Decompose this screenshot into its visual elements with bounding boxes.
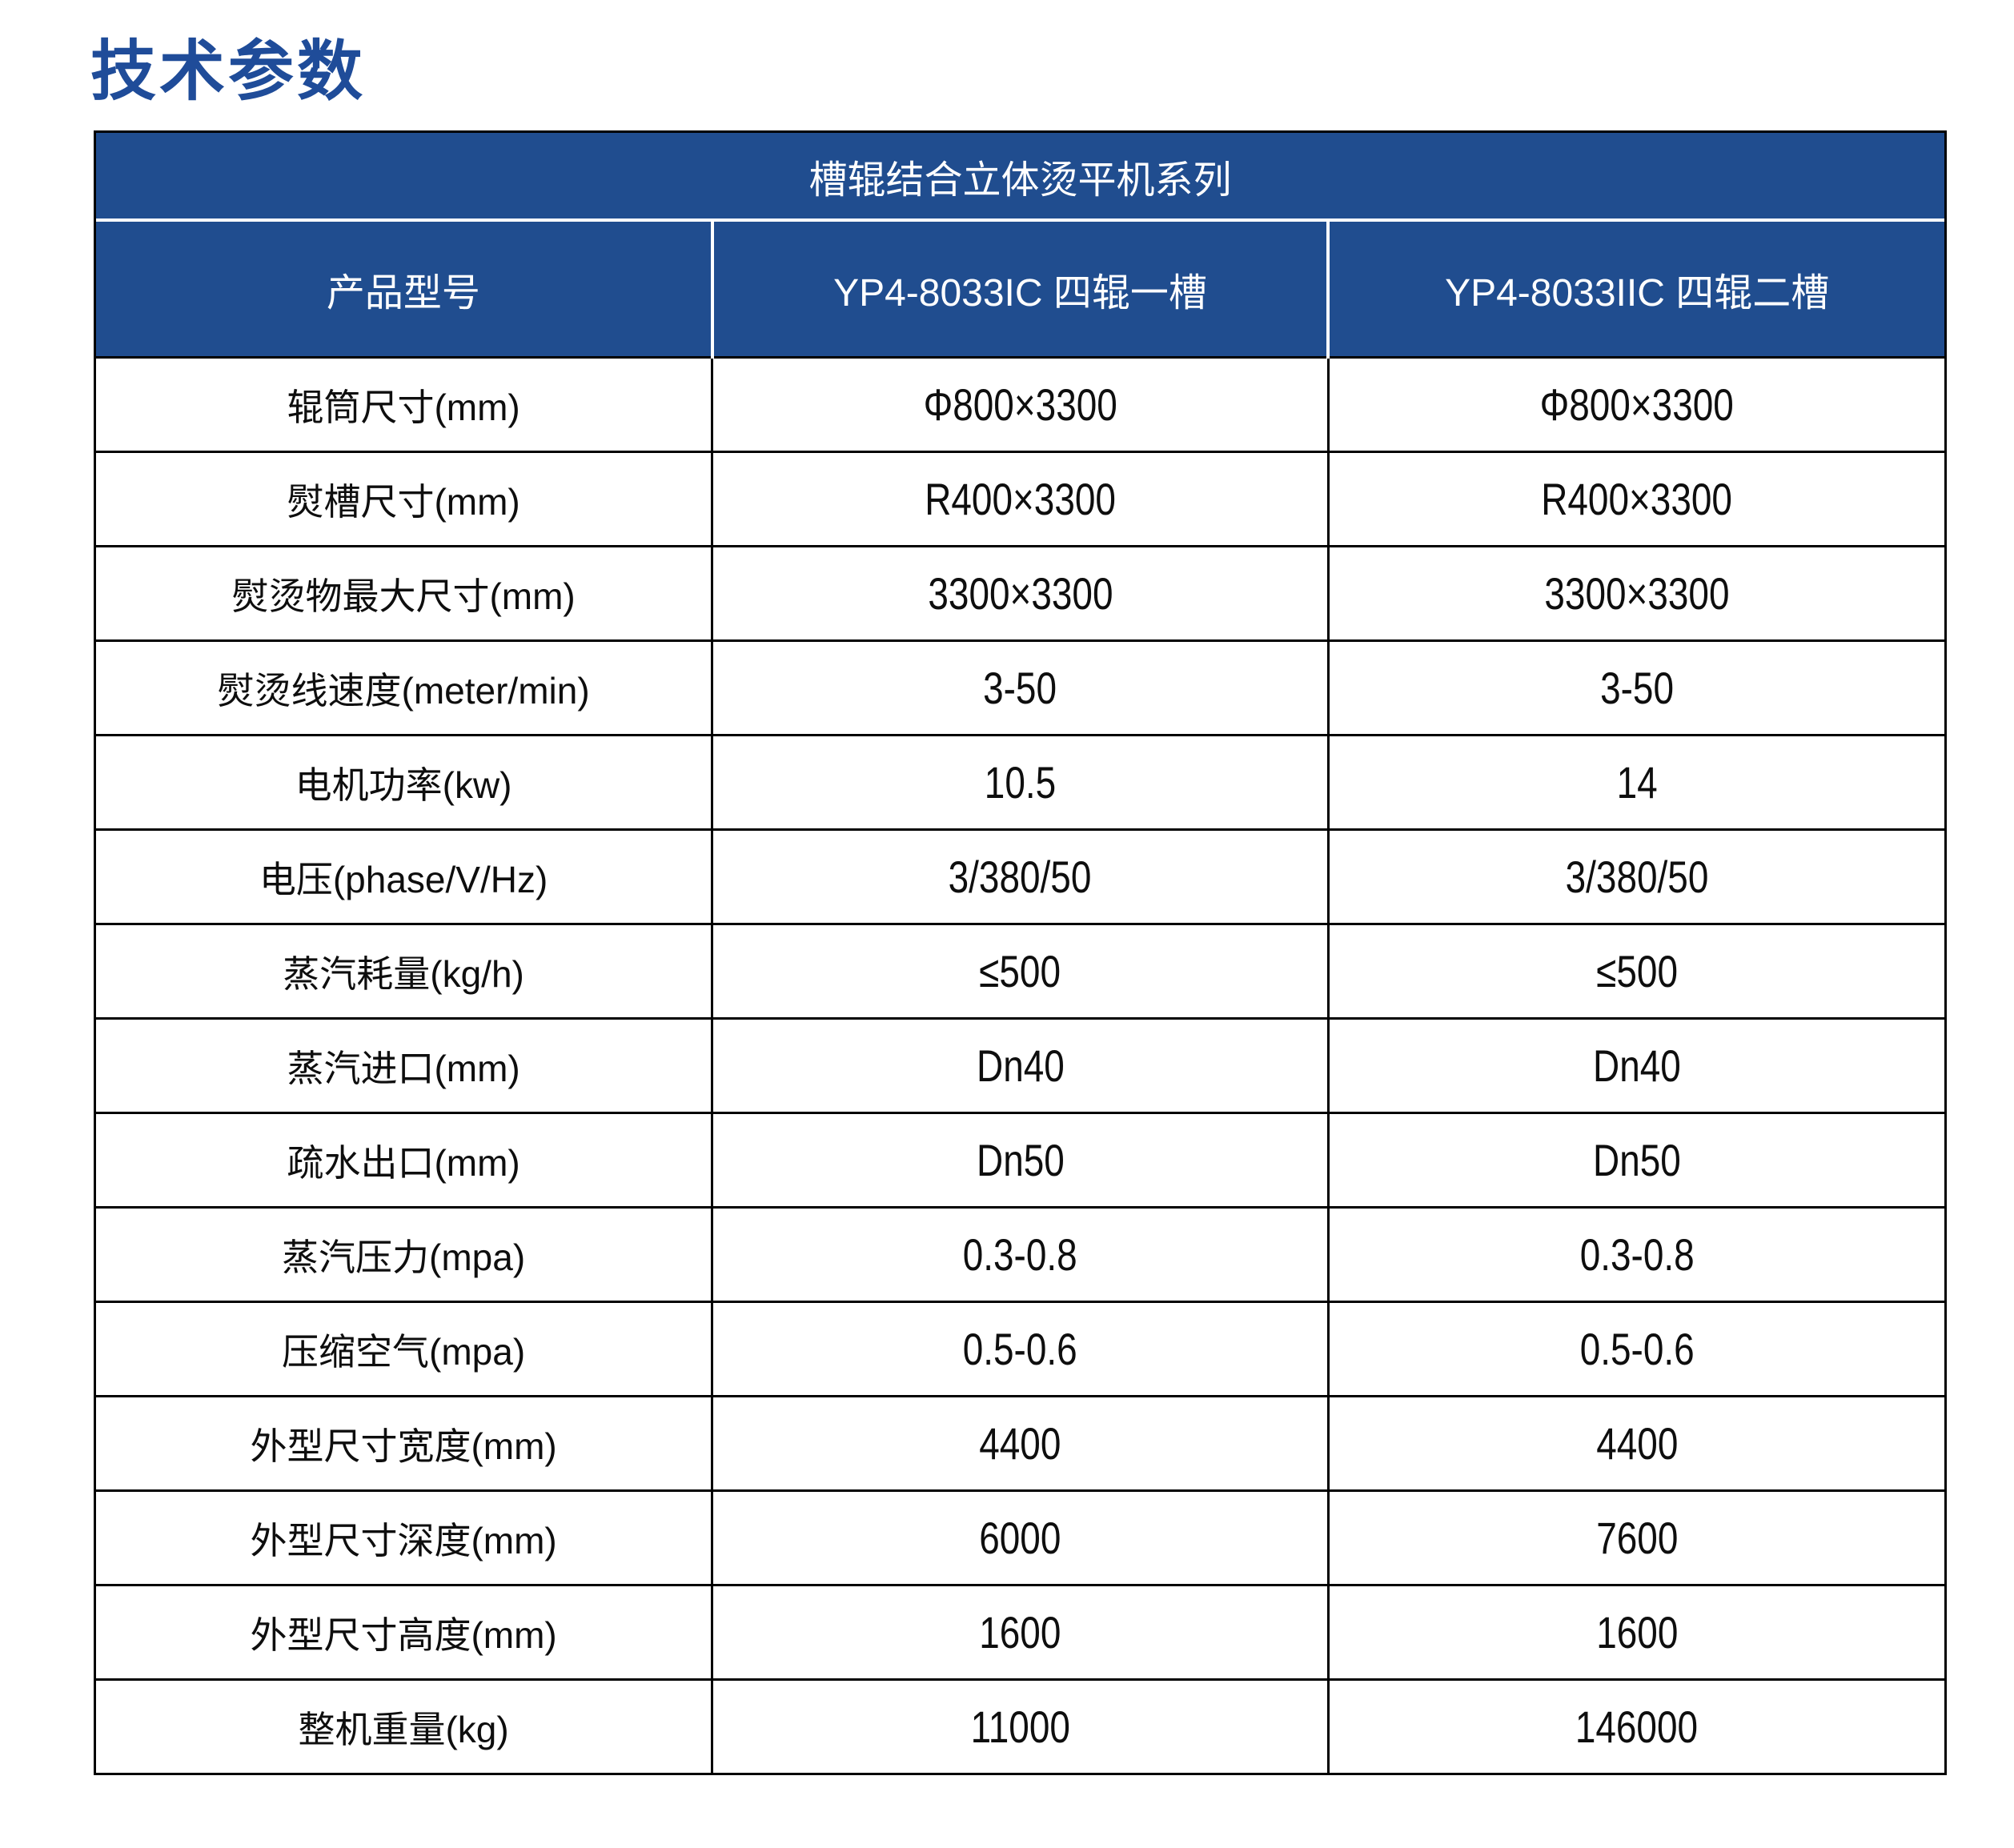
table-row: 辊筒尺寸(mm) Φ800×3300 Φ800×3300 xyxy=(96,356,1944,452)
table-row: 疏水出口(mm) Dn50 Dn50 xyxy=(96,1112,1944,1208)
spec-value-model2: 3300×3300 xyxy=(1544,568,1730,619)
spec-label: 蒸汽压力(mpa) xyxy=(282,1236,526,1278)
spec-value-model1: 0.3-0.8 xyxy=(963,1229,1077,1280)
spec-value-model1: 0.5-0.6 xyxy=(963,1324,1077,1374)
column-header-product-model: 产品型号 xyxy=(96,220,712,358)
spec-value-model1: R400×3300 xyxy=(925,474,1116,524)
spec-label: 外型尺寸宽度(mm) xyxy=(250,1425,557,1467)
spec-label: 辊筒尺寸(mm) xyxy=(287,386,520,428)
table-row: 电压(phase/V/Hz) 3/380/50 3/380/50 xyxy=(96,828,1944,924)
spec-value-model2: 0.5-0.6 xyxy=(1579,1324,1695,1374)
spec-value-model1: 3/380/50 xyxy=(949,852,1092,902)
column-header-model1: YP4-8033IC 四辊一槽 xyxy=(710,220,1329,358)
spec-label: 蒸汽耗量(kg/h) xyxy=(283,952,524,995)
spec-value-model1: 3300×3300 xyxy=(927,568,1113,619)
table-row: 外型尺寸宽度(mm) 4400 4400 xyxy=(96,1395,1944,1491)
spec-value-model2: 146000 xyxy=(1575,1702,1699,1752)
spec-value-model1: 11000 xyxy=(970,1702,1070,1752)
spec-value-model2: ≤500 xyxy=(1595,946,1678,996)
spec-value-model2: 3/380/50 xyxy=(1565,852,1709,902)
spec-value-model1: 1600 xyxy=(979,1607,1061,1658)
spec-label: 电压(phase/V/Hz) xyxy=(259,858,548,900)
spec-value-model2: Dn50 xyxy=(1593,1135,1681,1185)
spec-value-model2: R400×3300 xyxy=(1541,474,1733,524)
spec-label: 整机重量(kg) xyxy=(298,1708,509,1750)
spec-table-container: 槽辊结合立体烫平机系列 产品型号 YP4-8033IC 四辊一槽 YP4-803… xyxy=(94,130,1947,1775)
spec-label: 电机功率(kw) xyxy=(295,764,512,806)
table-row: 外型尺寸深度(mm) 6000 7600 xyxy=(96,1489,1944,1585)
table-row: 熨烫物最大尺寸(mm) 3300×3300 3300×3300 xyxy=(96,545,1944,641)
table-row: 电机功率(kw) 10.5 14 xyxy=(96,734,1944,830)
series-header: 槽辊结合立体烫平机系列 xyxy=(96,133,1944,222)
table-row: 压缩空气(mpa) 0.5-0.6 0.5-0.6 xyxy=(96,1301,1944,1397)
spec-value-model1: Dn40 xyxy=(976,1040,1065,1091)
spec-label: 熨烫线速度(meter/min) xyxy=(217,669,590,712)
spec-label: 熨槽尺寸(mm) xyxy=(287,480,520,523)
table-row: 外型尺寸高度(mm) 1600 1600 xyxy=(96,1584,1944,1680)
spec-value-model1: 6000 xyxy=(979,1513,1061,1563)
table-row: 熨槽尺寸(mm) R400×3300 R400×3300 xyxy=(96,451,1944,547)
series-header-row: 槽辊结合立体烫平机系列 xyxy=(96,133,1944,222)
spec-value-model1: 3-50 xyxy=(983,663,1057,713)
spec-value-model2: 7600 xyxy=(1595,1513,1678,1563)
spec-table: 槽辊结合立体烫平机系列 产品型号 YP4-8033IC 四辊一槽 YP4-803… xyxy=(96,133,1944,1773)
spec-value-model2: Φ800×3300 xyxy=(1539,379,1735,430)
table-row: 蒸汽进口(mm) Dn40 Dn40 xyxy=(96,1017,1944,1113)
table-row: 蒸汽耗量(kg/h) ≤500 ≤500 xyxy=(96,923,1944,1019)
spec-label: 熨烫物最大尺寸(mm) xyxy=(231,575,576,617)
column-header-model2: YP4-8033IIC 四辊二槽 xyxy=(1326,220,1944,358)
spec-value-model1: Dn50 xyxy=(976,1135,1065,1185)
table-row: 蒸汽压力(mpa) 0.3-0.8 0.3-0.8 xyxy=(96,1206,1944,1302)
table-row: 熨烫线速度(meter/min) 3-50 3-50 xyxy=(96,639,1944,736)
spec-value-model2: 4400 xyxy=(1595,1418,1678,1469)
spec-value-model2: Dn40 xyxy=(1593,1040,1681,1091)
spec-label: 蒸汽进口(mm) xyxy=(287,1047,520,1089)
spec-value-model1: 4400 xyxy=(979,1418,1061,1469)
spec-label: 疏水出口(mm) xyxy=(287,1141,520,1184)
table-row: 整机重量(kg) 11000 146000 xyxy=(96,1678,1944,1773)
spec-table-body: 辊筒尺寸(mm) Φ800×3300 Φ800×3300 熨槽尺寸(mm) R4… xyxy=(96,356,1944,1773)
page-title: 技术参数 xyxy=(90,35,367,108)
spec-label: 外型尺寸深度(mm) xyxy=(250,1519,557,1561)
spec-label: 外型尺寸高度(mm) xyxy=(250,1613,557,1656)
spec-table-header: 槽辊结合立体烫平机系列 产品型号 YP4-8033IC 四辊一槽 YP4-803… xyxy=(96,133,1944,358)
spec-value-model1: Φ800×3300 xyxy=(923,379,1117,430)
spec-value-model1: ≤500 xyxy=(979,946,1061,996)
spec-value-model2: 14 xyxy=(1616,757,1658,808)
spec-value-model2: 0.3-0.8 xyxy=(1579,1229,1695,1280)
column-header-row: 产品型号 YP4-8033IC 四辊一槽 YP4-8033IIC 四辊二槽 xyxy=(96,220,1944,358)
spec-value-model2: 3-50 xyxy=(1599,663,1674,713)
spec-value-model2: 1600 xyxy=(1595,1607,1678,1658)
spec-label: 压缩空气(mpa) xyxy=(282,1330,526,1373)
spec-value-model1: 10.5 xyxy=(984,757,1057,808)
